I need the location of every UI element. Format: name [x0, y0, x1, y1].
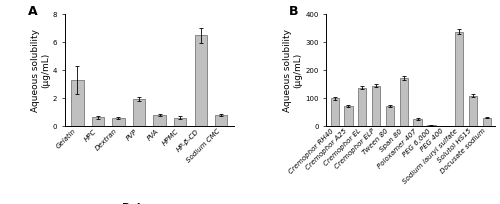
Bar: [215, 115, 228, 126]
X-axis label: Polymers: Polymers: [122, 203, 176, 204]
Bar: [400, 78, 408, 126]
Bar: [468, 96, 477, 126]
Bar: [112, 118, 124, 126]
Bar: [71, 80, 84, 126]
Bar: [154, 115, 166, 126]
Bar: [133, 99, 145, 126]
Bar: [194, 35, 207, 126]
Bar: [92, 117, 104, 126]
Bar: [174, 118, 186, 126]
Bar: [455, 32, 463, 126]
Bar: [372, 86, 380, 126]
Bar: [344, 106, 352, 126]
Bar: [330, 99, 339, 126]
Text: A: A: [28, 5, 38, 18]
Bar: [414, 119, 422, 126]
Text: B: B: [290, 5, 299, 18]
Bar: [386, 106, 394, 126]
Bar: [358, 88, 366, 126]
Bar: [428, 125, 436, 126]
Y-axis label: Aqueous solubility
(μg/mL): Aqueous solubility (μg/mL): [30, 29, 50, 112]
Y-axis label: Aqueous solubility
(μg/mL): Aqueous solubility (μg/mL): [283, 29, 302, 112]
Bar: [482, 118, 491, 126]
